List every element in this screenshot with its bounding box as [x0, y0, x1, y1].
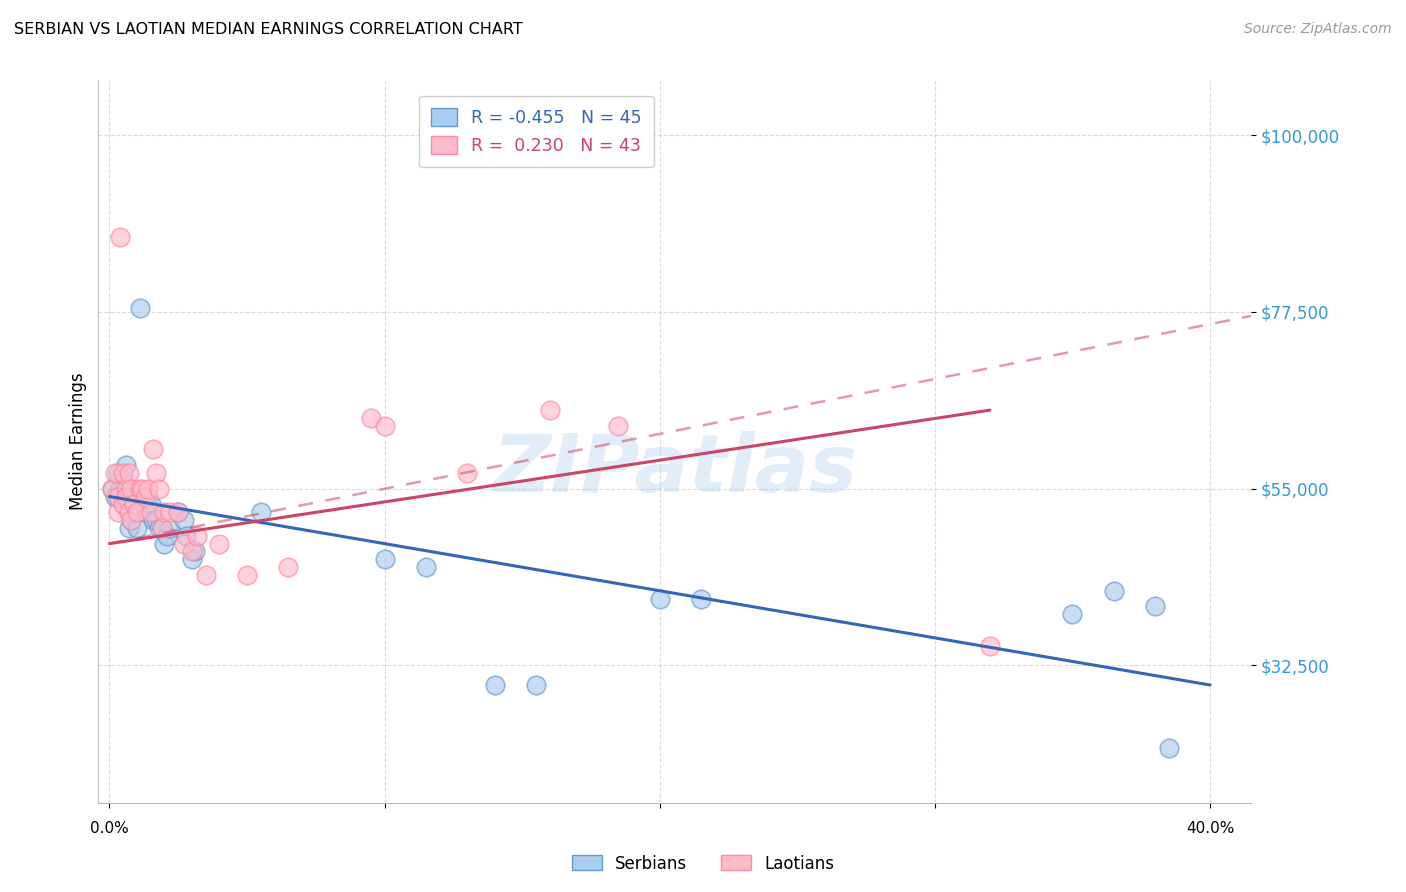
- Point: [374, 418, 396, 433]
- Point: [125, 505, 148, 519]
- Legend: Serbians, Laotians: Serbians, Laotians: [565, 848, 841, 880]
- Legend: R = -0.455   N = 45, R =  0.230   N = 43: R = -0.455 N = 45, R = 0.230 N = 43: [419, 96, 654, 167]
- Point: [118, 505, 141, 519]
- Point: [107, 505, 129, 519]
- Point: [128, 482, 150, 496]
- Point: [249, 505, 271, 519]
- Point: [125, 505, 148, 519]
- Point: [125, 521, 148, 535]
- Point: [181, 544, 204, 558]
- Point: [145, 513, 167, 527]
- Text: 40.0%: 40.0%: [1185, 822, 1234, 837]
- Point: [277, 560, 299, 574]
- Point: [128, 301, 150, 315]
- Point: [979, 639, 1001, 653]
- Point: [484, 678, 506, 692]
- Point: [115, 490, 138, 504]
- Point: [139, 505, 162, 519]
- Point: [110, 482, 132, 496]
- Point: [236, 568, 259, 582]
- Point: [107, 490, 129, 504]
- Point: [136, 490, 159, 504]
- Point: [115, 482, 138, 496]
- Text: SERBIAN VS LAOTIAN MEDIAN EARNINGS CORRELATION CHART: SERBIAN VS LAOTIAN MEDIAN EARNINGS CORRE…: [14, 22, 523, 37]
- Point: [159, 505, 181, 519]
- Point: [456, 466, 478, 480]
- Point: [112, 474, 135, 488]
- Point: [173, 536, 195, 550]
- Point: [120, 513, 142, 527]
- Point: [107, 466, 129, 480]
- Point: [101, 482, 124, 496]
- Point: [112, 497, 135, 511]
- Point: [360, 411, 382, 425]
- Text: 0.0%: 0.0%: [90, 822, 129, 837]
- Y-axis label: Median Earnings: Median Earnings: [69, 373, 87, 510]
- Point: [648, 591, 671, 606]
- Point: [120, 482, 142, 496]
- Point: [120, 513, 142, 527]
- Point: [107, 490, 129, 504]
- Point: [153, 536, 176, 550]
- Point: [538, 403, 561, 417]
- Point: [1144, 599, 1167, 614]
- Point: [690, 591, 713, 606]
- Point: [131, 482, 153, 496]
- Point: [142, 442, 165, 457]
- Point: [167, 505, 190, 519]
- Point: [148, 482, 170, 496]
- Text: Source: ZipAtlas.com: Source: ZipAtlas.com: [1244, 22, 1392, 37]
- Point: [110, 230, 132, 244]
- Point: [122, 497, 145, 511]
- Point: [112, 466, 135, 480]
- Point: [1062, 607, 1084, 622]
- Point: [112, 497, 135, 511]
- Point: [153, 505, 176, 519]
- Point: [176, 529, 198, 543]
- Point: [118, 466, 141, 480]
- Point: [1102, 583, 1125, 598]
- Point: [139, 497, 162, 511]
- Point: [120, 497, 142, 511]
- Point: [186, 529, 208, 543]
- Point: [150, 521, 173, 535]
- Point: [101, 482, 124, 496]
- Point: [181, 552, 204, 566]
- Point: [173, 513, 195, 527]
- Point: [415, 560, 437, 574]
- Point: [145, 466, 167, 480]
- Point: [134, 490, 156, 504]
- Point: [122, 497, 145, 511]
- Point: [104, 490, 127, 504]
- Point: [607, 418, 630, 433]
- Point: [148, 521, 170, 535]
- Point: [374, 552, 396, 566]
- Point: [118, 521, 141, 535]
- Point: [134, 505, 156, 519]
- Point: [524, 678, 547, 692]
- Point: [104, 466, 127, 480]
- Point: [159, 521, 181, 535]
- Point: [122, 497, 145, 511]
- Point: [167, 505, 190, 519]
- Point: [194, 568, 217, 582]
- Text: ZIPatlas: ZIPatlas: [492, 432, 858, 509]
- Point: [150, 521, 173, 535]
- Point: [156, 529, 179, 543]
- Point: [115, 458, 138, 472]
- Point: [183, 544, 205, 558]
- Point: [1157, 740, 1180, 755]
- Point: [142, 513, 165, 527]
- Point: [208, 536, 231, 550]
- Point: [115, 490, 138, 504]
- Point: [122, 497, 145, 511]
- Point: [118, 482, 141, 496]
- Point: [118, 505, 141, 519]
- Point: [136, 482, 159, 496]
